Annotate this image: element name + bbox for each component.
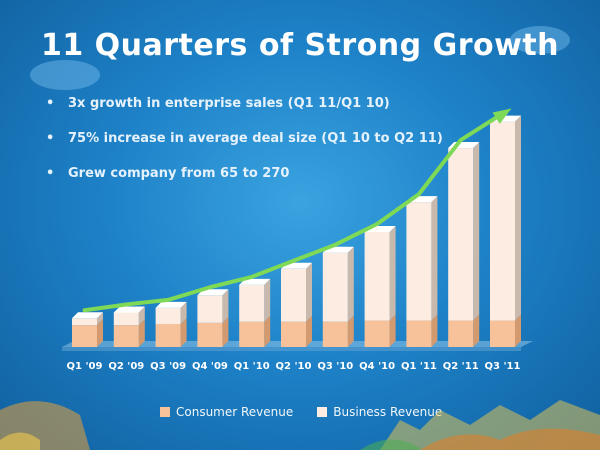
bar-side-consumer — [306, 315, 312, 347]
bar-segment-consumer — [364, 320, 390, 347]
bar-segment-consumer — [281, 321, 306, 347]
bar-top-face — [155, 301, 187, 308]
bar-side-consumer — [389, 314, 396, 347]
bullet-text: 75% increase in average deal size (Q1 10… — [68, 131, 443, 146]
x-tick-label: Q4 '09 — [192, 361, 228, 372]
bar-segment-consumer — [322, 321, 348, 347]
legend-label-business: Business Revenue — [333, 405, 443, 419]
bar-side-consumer — [222, 316, 229, 347]
bar-segment-consumer — [490, 320, 515, 347]
bar-side-business — [138, 306, 145, 326]
x-tick-label: Q3 '10 — [317, 361, 353, 372]
bar-segment-business — [197, 295, 223, 323]
bar-side-consumer — [431, 314, 438, 347]
bullet-dot: • — [46, 131, 55, 146]
legend-item-business: Business Revenue — [317, 405, 442, 419]
bar-segment-business — [281, 268, 306, 322]
legend-swatch-business — [317, 407, 328, 417]
cloud-left — [30, 60, 100, 90]
legend-swatch-consumer — [160, 407, 170, 417]
bar-side-business — [473, 142, 480, 321]
bar-side-business — [389, 226, 396, 321]
slide-title: 11 Quarters of Strong Growth — [40, 28, 560, 63]
bar-side-business — [431, 196, 438, 321]
x-tick-label: Q2 '10 — [276, 361, 312, 372]
bullet-text: 3x growth in enterprise sales (Q1 11/Q1 … — [68, 96, 390, 111]
bar-side-consumer — [347, 315, 354, 347]
bar-segment-consumer — [239, 321, 265, 347]
bar-segment-business — [155, 307, 181, 324]
x-tick-label: Q2 '11 — [443, 361, 479, 372]
bar-side-business — [180, 301, 187, 324]
bar-segment-consumer — [113, 325, 139, 347]
bar-segment-business — [72, 318, 97, 326]
x-tick-label: Q1 '09 — [67, 361, 103, 372]
bar-segment-business — [490, 121, 515, 321]
chart-legend: Consumer Revenue Business Revenue — [160, 405, 442, 419]
bullet-item: • 75% increase in average deal size (Q1 1… — [46, 131, 443, 146]
bar-side-consumer — [138, 319, 145, 347]
bar-segment-consumer — [72, 325, 97, 347]
x-tick-label: Q2 '09 — [108, 361, 144, 372]
x-tick-label: Q3 '11 — [485, 361, 521, 372]
x-tick-label: Q4 '10 — [359, 361, 395, 372]
bar-top-face — [72, 312, 103, 319]
bullet-dot: • — [46, 96, 55, 111]
chart-floor-edge — [62, 347, 521, 351]
bullet-dot: • — [46, 166, 55, 181]
bar-segment-business — [239, 284, 265, 322]
bar-segment-consumer — [406, 320, 432, 347]
bar-segment-business — [322, 252, 348, 322]
bullet-item: • Grew company from 65 to 270 — [46, 166, 443, 181]
revenue-chart: Q1 '09 Q2 '09 Q3 '09 Q4 '09 Q1 '10 Q2 '10 Q3 '… — [62, 108, 533, 372]
bar-side-business — [264, 278, 271, 322]
bar-side-consumer — [180, 318, 187, 347]
bar-side-business — [306, 262, 312, 322]
bar-side-business — [347, 246, 354, 322]
bar-segment-business — [448, 148, 474, 321]
bullet-item: • 3x growth in enterprise sales (Q1 11/Q1… — [46, 96, 443, 111]
bar-segment-consumer — [448, 320, 474, 347]
bar-segment-consumer — [155, 324, 181, 347]
bar-side-business — [222, 289, 229, 323]
bar-segment-consumer — [197, 322, 223, 347]
bar-segment-business — [113, 312, 139, 326]
bar-side-consumer — [97, 319, 103, 347]
bar-side-business — [515, 115, 521, 321]
bar-side-consumer — [515, 314, 521, 347]
x-tick-label: Q3 '09 — [150, 361, 186, 372]
cloud-right — [510, 26, 570, 54]
growth-arrow-head — [492, 108, 512, 124]
bullet-text: Grew company from 65 to 270 — [68, 166, 290, 181]
bar-segment-business — [364, 232, 390, 321]
legend-item-consumer: Consumer Revenue — [160, 405, 293, 419]
bar-side-business — [97, 312, 103, 326]
legend-label-consumer: Consumer Revenue — [176, 405, 294, 419]
growth-trend-line — [82, 111, 505, 313]
bar-segment-business — [406, 202, 432, 321]
city-skyline-illustration — [0, 400, 600, 450]
bar-side-consumer — [473, 314, 480, 347]
x-tick-label: Q1 '10 — [234, 361, 270, 372]
bullet-list: • 3x growth in enterprise sales (Q1 11/Q1… — [46, 96, 443, 201]
bar-side-consumer — [264, 315, 271, 347]
x-tick-label: Q1 '11 — [401, 361, 437, 372]
bar-top-face — [239, 278, 271, 285]
bar-top-face — [113, 306, 145, 313]
